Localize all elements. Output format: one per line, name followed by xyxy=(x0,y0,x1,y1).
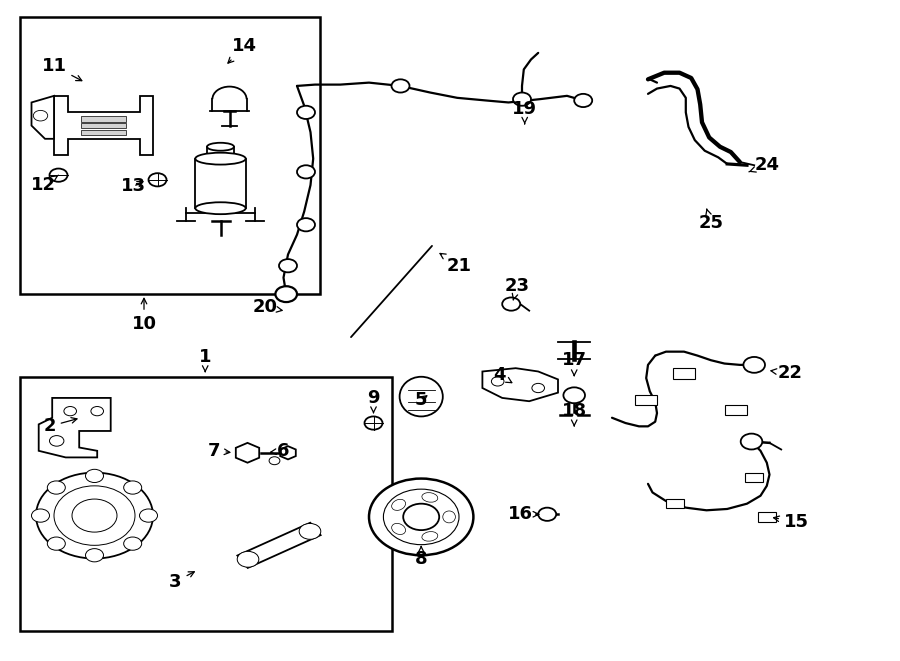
Circle shape xyxy=(140,509,158,522)
Text: 8: 8 xyxy=(415,547,428,568)
Text: 14: 14 xyxy=(228,37,257,63)
Circle shape xyxy=(33,110,48,121)
Circle shape xyxy=(364,416,382,430)
Bar xyxy=(20,377,392,631)
Circle shape xyxy=(36,473,153,559)
Text: 10: 10 xyxy=(131,298,157,333)
Ellipse shape xyxy=(195,202,246,214)
Circle shape xyxy=(743,357,765,373)
Polygon shape xyxy=(236,443,259,463)
Ellipse shape xyxy=(400,377,443,416)
Text: 6: 6 xyxy=(271,442,290,460)
Bar xyxy=(20,17,320,294)
Text: 12: 12 xyxy=(31,175,58,194)
Bar xyxy=(635,395,657,405)
Polygon shape xyxy=(39,398,111,457)
Text: 17: 17 xyxy=(562,351,587,375)
Text: 1: 1 xyxy=(199,348,212,371)
Text: 25: 25 xyxy=(698,209,724,233)
Circle shape xyxy=(297,106,315,119)
Ellipse shape xyxy=(392,524,406,535)
Circle shape xyxy=(299,524,320,539)
Text: 5: 5 xyxy=(415,391,428,409)
Circle shape xyxy=(32,509,50,522)
Ellipse shape xyxy=(195,153,246,165)
Bar xyxy=(673,368,695,379)
Text: 9: 9 xyxy=(367,389,380,412)
Bar xyxy=(745,473,763,482)
Polygon shape xyxy=(54,96,153,155)
Text: 2: 2 xyxy=(43,417,77,436)
Text: 11: 11 xyxy=(41,57,82,81)
Circle shape xyxy=(123,537,141,550)
Circle shape xyxy=(297,218,315,231)
Text: 15: 15 xyxy=(774,513,809,531)
Text: 21: 21 xyxy=(440,253,472,275)
Circle shape xyxy=(48,537,66,550)
Circle shape xyxy=(279,259,297,272)
Bar xyxy=(725,405,747,415)
Text: 19: 19 xyxy=(512,100,537,124)
Text: 4: 4 xyxy=(493,366,512,385)
Ellipse shape xyxy=(443,511,455,523)
Circle shape xyxy=(148,173,166,186)
Bar xyxy=(666,499,684,508)
Polygon shape xyxy=(482,368,558,401)
Circle shape xyxy=(269,457,280,465)
Text: 3: 3 xyxy=(169,572,194,591)
Ellipse shape xyxy=(207,143,234,151)
Text: 16: 16 xyxy=(508,505,539,524)
Circle shape xyxy=(72,499,117,532)
Text: 22: 22 xyxy=(771,364,803,383)
Circle shape xyxy=(48,481,66,494)
Bar xyxy=(81,123,126,128)
Circle shape xyxy=(297,165,315,178)
Circle shape xyxy=(532,383,544,393)
Circle shape xyxy=(741,434,762,449)
Circle shape xyxy=(86,549,104,562)
Circle shape xyxy=(563,387,585,403)
Text: 13: 13 xyxy=(121,177,146,196)
Text: 24: 24 xyxy=(749,156,779,175)
Circle shape xyxy=(64,407,76,416)
Circle shape xyxy=(513,93,531,106)
Circle shape xyxy=(392,79,410,93)
Bar xyxy=(81,130,126,135)
Circle shape xyxy=(383,489,459,545)
Polygon shape xyxy=(280,446,296,459)
Circle shape xyxy=(574,94,592,107)
Circle shape xyxy=(86,469,104,483)
Text: 18: 18 xyxy=(562,402,587,426)
Bar xyxy=(81,116,126,122)
Circle shape xyxy=(54,486,135,545)
Bar xyxy=(758,512,776,522)
Ellipse shape xyxy=(422,492,437,502)
Circle shape xyxy=(491,377,504,386)
Circle shape xyxy=(403,504,439,530)
Circle shape xyxy=(123,481,141,494)
Circle shape xyxy=(275,286,297,302)
Circle shape xyxy=(369,479,473,555)
Ellipse shape xyxy=(392,499,406,510)
Circle shape xyxy=(50,169,68,182)
Text: 20: 20 xyxy=(253,298,282,317)
Circle shape xyxy=(91,407,104,416)
Ellipse shape xyxy=(422,531,437,541)
Circle shape xyxy=(50,436,64,446)
Circle shape xyxy=(502,297,520,311)
Text: 23: 23 xyxy=(505,276,530,300)
Circle shape xyxy=(538,508,556,521)
Text: 7: 7 xyxy=(208,442,230,460)
Polygon shape xyxy=(238,523,320,568)
Polygon shape xyxy=(32,96,54,139)
Circle shape xyxy=(238,551,259,567)
